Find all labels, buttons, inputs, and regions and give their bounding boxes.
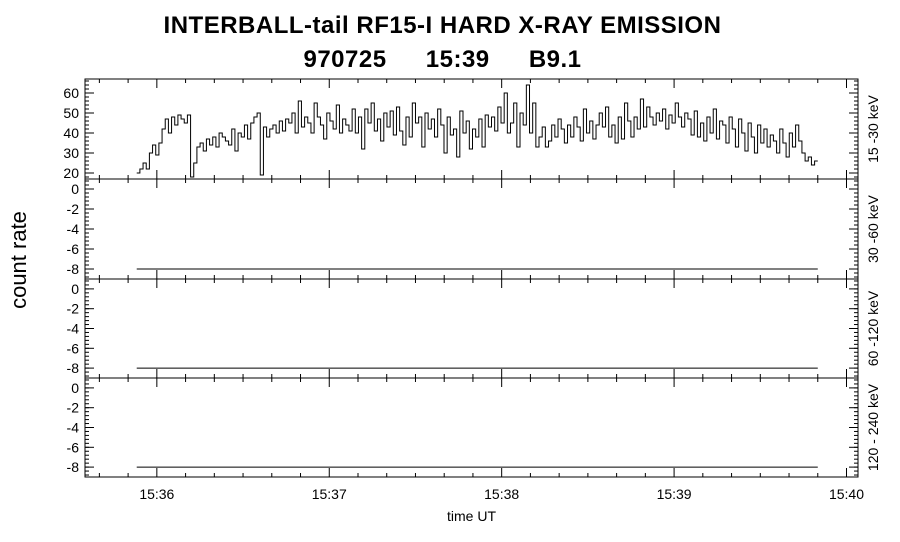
flare-class: B9.1 bbox=[528, 46, 582, 73]
x-tick-label: 15:38 bbox=[484, 486, 519, 502]
y-tick-label: -8 bbox=[67, 261, 80, 277]
y-tick-label: -6 bbox=[67, 340, 80, 356]
energy-band-label: 15 -30 keV bbox=[865, 94, 881, 162]
energy-band-label: 120 - 240 keV bbox=[865, 383, 881, 471]
y-tick-label: 30 bbox=[63, 145, 79, 161]
series-line bbox=[136, 84, 818, 178]
x-tick-label: 15:36 bbox=[139, 486, 174, 502]
x-tick-label: 15:37 bbox=[312, 486, 347, 502]
y-tick-label: 0 bbox=[71, 281, 79, 297]
chart-title: INTERBALL-tail RF15-I HARD X-RAY EMISSIO… bbox=[163, 12, 722, 39]
panel-frame bbox=[84, 278, 859, 379]
y-tick-label: 0 bbox=[71, 380, 79, 396]
y-tick-label: -2 bbox=[67, 400, 80, 416]
y-tick-label: 60 bbox=[63, 85, 79, 101]
x-tick-label: 15:39 bbox=[657, 486, 692, 502]
energy-band-label: 30 -60 keV bbox=[865, 194, 881, 262]
y-tick-label: -2 bbox=[67, 301, 80, 317]
panel-frame bbox=[84, 178, 859, 280]
y-tick-label: -6 bbox=[67, 241, 80, 257]
y-tick-label: -2 bbox=[67, 201, 80, 217]
y-tick-label: 20 bbox=[63, 165, 79, 181]
energy-band-label: 60 -120 keV bbox=[865, 290, 881, 366]
y-tick-label: 50 bbox=[63, 105, 79, 121]
x-axis-label: time UT bbox=[447, 508, 496, 524]
event-time: 15:39 bbox=[425, 46, 490, 73]
y-tick-label: -8 bbox=[67, 459, 80, 475]
y-tick-label: -6 bbox=[67, 439, 80, 455]
y-tick-label: -4 bbox=[67, 221, 80, 237]
x-tick-label: 15:40 bbox=[829, 486, 864, 502]
y-tick-label: 0 bbox=[71, 181, 79, 197]
y-tick-label: -4 bbox=[67, 420, 80, 436]
y-tick-label: 40 bbox=[63, 125, 79, 141]
event-date: 970725 bbox=[303, 46, 387, 73]
chart-subtitle: 970725 15:39 B9.1 bbox=[0, 46, 885, 74]
panel-frame bbox=[84, 377, 859, 478]
y-tick-label: -4 bbox=[67, 321, 80, 337]
y-tick-label: -8 bbox=[67, 360, 80, 376]
